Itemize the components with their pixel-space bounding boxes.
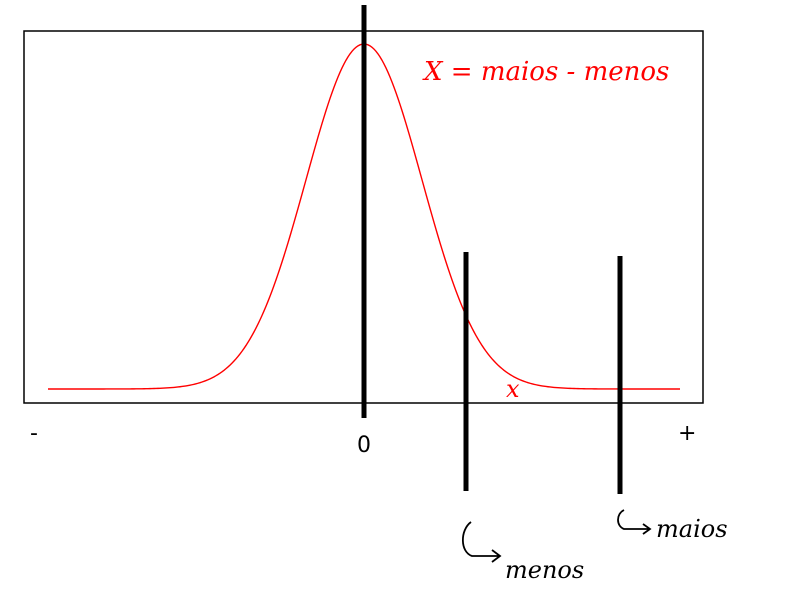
axis-label-zero: 0	[357, 433, 371, 458]
maios-annotation: maios	[656, 515, 728, 543]
x-marker: x	[506, 375, 520, 403]
formula-annotation: X = maios - menos	[422, 57, 669, 87]
axis-label-minus: -	[30, 421, 38, 446]
menos-annotation: menos	[505, 556, 584, 584]
maios-arrow-icon	[617, 509, 652, 535]
menos-arrow-icon	[461, 521, 502, 563]
axis-label-plus: +	[678, 421, 696, 446]
